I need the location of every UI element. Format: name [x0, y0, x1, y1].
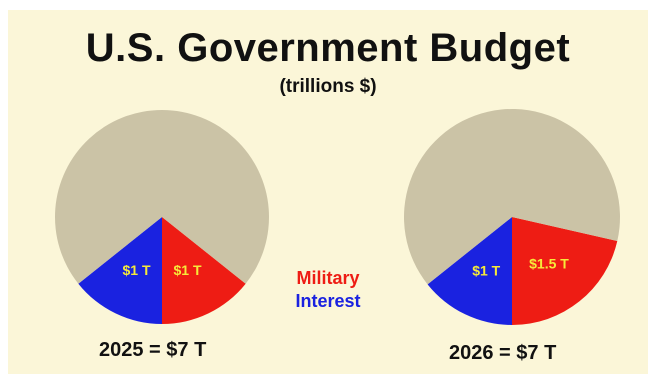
- pie-slice-other-2025: [55, 110, 269, 284]
- pie-slice-interest-2026: [427, 217, 512, 325]
- pie-2026: $1.5 T $1 T: [403, 109, 620, 325]
- pie-2025: $1 T $1 T: [55, 110, 269, 324]
- slide: U.S. Government Budget (trillions $) $1 …: [8, 10, 648, 374]
- legend-military: Military: [296, 268, 360, 288]
- pie-caption-2025: 2025 = $7 T: [99, 339, 207, 361]
- pie-label-military-2025: $1 T: [173, 262, 201, 278]
- pie-slice-interest-2025: [78, 217, 162, 324]
- pie-slice-military-2025: [162, 217, 246, 324]
- pie-charts: $1 T $1 T $1.5 T $1 T: [55, 109, 620, 325]
- pie-label-military-2026: $1.5 T: [529, 255, 569, 271]
- chart-subtitle: (trillions $): [279, 76, 377, 97]
- pie-label-interest-2025: $1 T: [122, 262, 150, 278]
- chart-title: U.S. Government Budget: [85, 26, 571, 70]
- legend-interest: Interest: [295, 291, 361, 311]
- pie-slice-other-2026: [403, 109, 620, 285]
- pie-caption-2026: 2026 = $7 T: [449, 342, 557, 364]
- pie-slice-military-2026: [512, 217, 618, 325]
- pie-label-interest-2026: $1 T: [472, 263, 500, 279]
